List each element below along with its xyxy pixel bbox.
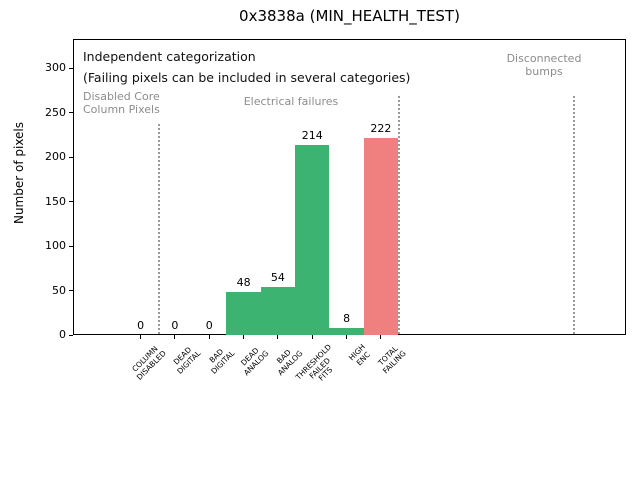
y-tick-label: 300 — [45, 61, 66, 75]
x-tick-mark — [243, 335, 245, 339]
section-separator-dotted-line — [573, 96, 576, 334]
y-tick-mark — [69, 290, 73, 292]
x-tick-label: TOTAL FAILING — [376, 344, 408, 376]
x-tick-label: DEAD DIGITAL — [171, 345, 202, 376]
x-tick-label: HIGH ENC — [347, 342, 372, 368]
y-tick-mark — [69, 67, 73, 69]
y-tick-mark — [69, 334, 73, 336]
x-tick-label: DEAD ANALOG — [239, 345, 271, 377]
x-tick-mark — [277, 335, 279, 339]
annotation-failing-pixels-note: (Failing pixels can be included in sever… — [83, 70, 411, 85]
y-tick-mark — [69, 245, 73, 247]
y-tick-mark — [69, 201, 73, 203]
bar-value-label: 54 — [270, 271, 285, 284]
bar-value-label: 214 — [301, 128, 323, 142]
bar-value-label: 48 — [236, 276, 251, 290]
section-label-disabled-core-column-pixels: Disabled Core Column Pixels — [83, 90, 160, 116]
y-tick-mark — [69, 112, 73, 114]
x-tick-mark — [140, 335, 142, 339]
y-tick-label: 100 — [45, 239, 66, 253]
x-tick-label: COLUMN DISABLED — [130, 344, 168, 382]
bar — [363, 137, 399, 335]
annotation-independent-categorization: Independent categorization — [83, 49, 256, 64]
y-tick-label: 200 — [45, 150, 66, 164]
section-label-disconnected-bumps: Disconnected bumps — [506, 52, 582, 78]
x-tick-mark — [208, 335, 210, 339]
x-tick-label: BAD DIGITAL — [207, 346, 236, 376]
plot-area: Independent categorization (Failing pixe… — [73, 39, 626, 335]
y-tick-label: 0 — [59, 328, 66, 341]
bar — [329, 327, 364, 335]
bar-value-label: 0 — [171, 319, 179, 332]
y-tick-label: 150 — [45, 194, 66, 208]
bar — [295, 144, 330, 335]
y-tick-mark — [69, 156, 73, 158]
x-tick-mark — [311, 335, 313, 339]
x-tick-mark — [380, 335, 382, 339]
bar-value-label: 0 — [137, 319, 145, 332]
bar-value-label: 8 — [343, 311, 351, 325]
chart-title: 0x3838a (MIN_HEALTH_TEST) — [239, 7, 460, 25]
x-tick-mark — [346, 335, 348, 339]
section-separator-dotted-line — [157, 124, 160, 334]
x-tick-mark — [174, 335, 176, 339]
y-tick-label: 50 — [52, 283, 66, 297]
y-tick-label: 250 — [45, 105, 66, 119]
bar — [226, 292, 261, 335]
x-tick-label: THRESHOLD FAILED FITS — [293, 342, 335, 383]
section-label-electrical-failures: Electrical failures — [243, 95, 339, 108]
bar-value-label: 0 — [205, 319, 213, 332]
section-separator-dotted-line — [398, 96, 401, 334]
bar — [260, 287, 296, 335]
y-axis-label: Number of pixels — [12, 121, 26, 225]
bar-value-label: 222 — [370, 121, 392, 135]
